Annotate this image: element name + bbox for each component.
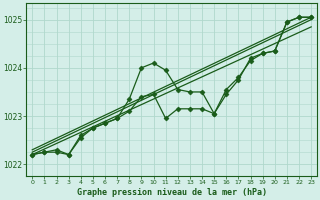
X-axis label: Graphe pression niveau de la mer (hPa): Graphe pression niveau de la mer (hPa) bbox=[77, 188, 267, 197]
